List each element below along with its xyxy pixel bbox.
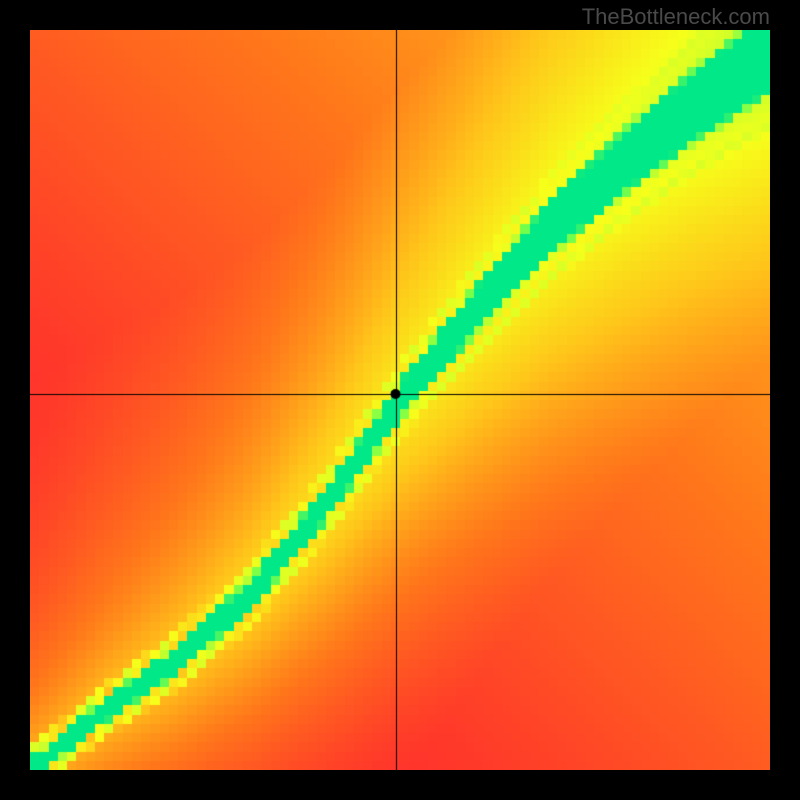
crosshair-overlay — [30, 30, 770, 770]
watermark-text: TheBottleneck.com — [582, 4, 770, 30]
chart-container: TheBottleneck.com — [0, 0, 800, 800]
